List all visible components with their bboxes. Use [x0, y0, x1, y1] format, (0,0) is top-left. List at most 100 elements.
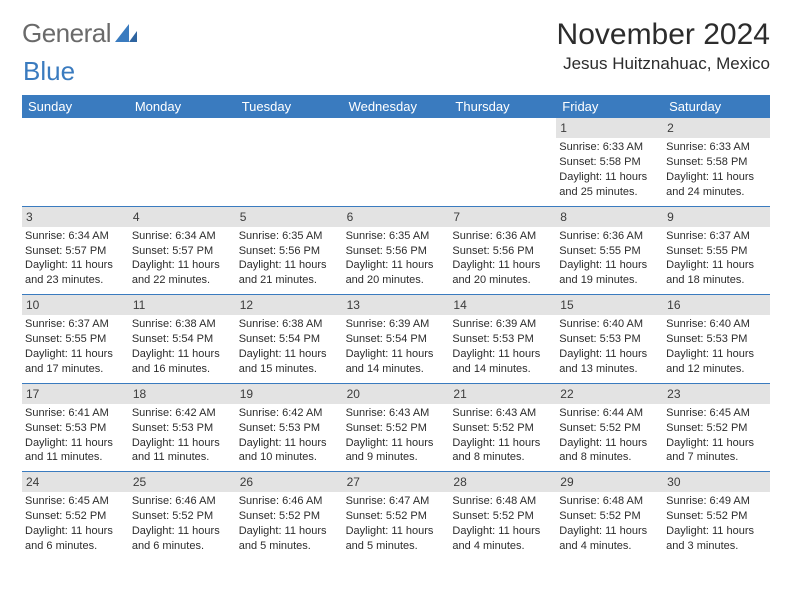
calendar-row: 10Sunrise: 6:37 AMSunset: 5:55 PMDayligh…: [22, 294, 770, 383]
calendar-cell: 26Sunrise: 6:46 AMSunset: 5:52 PMDayligh…: [236, 471, 343, 560]
daylight-text: Daylight: 11 hours and 4 minutes.: [452, 524, 553, 554]
sunrise-text: Sunrise: 6:45 AM: [25, 494, 126, 509]
sunset-text: Sunset: 5:52 PM: [25, 509, 126, 524]
daylight-text: Daylight: 11 hours and 22 minutes.: [132, 258, 233, 288]
sunset-text: Sunset: 5:52 PM: [346, 421, 447, 436]
daylight-text: Daylight: 11 hours and 24 minutes.: [666, 170, 767, 200]
sunset-text: Sunset: 5:52 PM: [666, 421, 767, 436]
calendar-cell: [129, 118, 236, 206]
day-number: 15: [556, 295, 663, 315]
sunset-text: Sunset: 5:56 PM: [239, 244, 340, 259]
daylight-text: Daylight: 11 hours and 12 minutes.: [666, 347, 767, 377]
weekday-fri: Friday: [556, 95, 663, 118]
sunrise-text: Sunrise: 6:36 AM: [452, 229, 553, 244]
calendar-cell: 12Sunrise: 6:38 AMSunset: 5:54 PMDayligh…: [236, 294, 343, 383]
sunrise-text: Sunrise: 6:35 AM: [239, 229, 340, 244]
day-number: 21: [449, 384, 556, 404]
day-number: 14: [449, 295, 556, 315]
daylight-text: Daylight: 11 hours and 8 minutes.: [452, 436, 553, 466]
sunset-text: Sunset: 5:53 PM: [452, 332, 553, 347]
sunrise-text: Sunrise: 6:43 AM: [452, 406, 553, 421]
logo-text-2: Blue: [23, 56, 75, 87]
calendar-cell: 7Sunrise: 6:36 AMSunset: 5:56 PMDaylight…: [449, 206, 556, 295]
sunset-text: Sunset: 5:52 PM: [346, 509, 447, 524]
sunrise-text: Sunrise: 6:42 AM: [132, 406, 233, 421]
calendar-cell: [22, 118, 129, 206]
calendar-cell: 11Sunrise: 6:38 AMSunset: 5:54 PMDayligh…: [129, 294, 236, 383]
sunrise-text: Sunrise: 6:46 AM: [132, 494, 233, 509]
weekday-tue: Tuesday: [236, 95, 343, 118]
sunrise-text: Sunrise: 6:48 AM: [452, 494, 553, 509]
calendar-cell: 8 Sunrise: 6:36 AMSunset: 5:55 PMDaylight…: [556, 206, 663, 295]
sunrise-text: Sunrise: 6:42 AM: [239, 406, 340, 421]
sunset-text: Sunset: 5:55 PM: [559, 244, 660, 259]
sunset-text: Sunset: 5:53 PM: [666, 332, 767, 347]
sunset-text: Sunset: 5:58 PM: [666, 155, 767, 170]
sunset-text: Sunset: 5:54 PM: [132, 332, 233, 347]
sunset-text: Sunset: 5:52 PM: [239, 509, 340, 524]
daylight-text: Daylight: 11 hours and 3 minutes.: [666, 524, 767, 554]
daylight-text: Daylight: 11 hours and 10 minutes.: [239, 436, 340, 466]
sunset-text: Sunset: 5:53 PM: [132, 421, 233, 436]
sunrise-text: Sunrise: 6:40 AM: [666, 317, 767, 332]
sunrise-text: Sunrise: 6:43 AM: [346, 406, 447, 421]
calendar-cell: 22Sunrise: 6:44 AMSunset: 5:52 PMDayligh…: [556, 383, 663, 472]
day-number: 17: [22, 384, 129, 404]
calendar-cell: 9Sunrise: 6:37 AMSunset: 5:55 PMDaylight…: [663, 206, 770, 295]
sunset-text: Sunset: 5:58 PM: [559, 155, 660, 170]
day-number: [236, 118, 343, 136]
calendar-cell: [236, 118, 343, 206]
daylight-text: Daylight: 11 hours and 19 minutes.: [559, 258, 660, 288]
calendar-cell: 2 Sunrise: 6:33 AMSunset: 5:58 PMDaylight…: [663, 118, 770, 206]
sunrise-text: Sunrise: 6:45 AM: [666, 406, 767, 421]
sunset-text: Sunset: 5:53 PM: [239, 421, 340, 436]
sunrise-text: Sunrise: 6:37 AM: [25, 317, 126, 332]
day-number: 23: [663, 384, 770, 404]
day-number: 7: [449, 207, 556, 227]
calendar-cell: 25Sunrise: 6:46 AMSunset: 5:52 PMDayligh…: [129, 471, 236, 560]
sunrise-text: Sunrise: 6:41 AM: [25, 406, 126, 421]
logo-triangle-icon: [115, 24, 137, 47]
sunset-text: Sunset: 5:54 PM: [239, 332, 340, 347]
day-number: 26: [236, 472, 343, 492]
day-number: 12: [236, 295, 343, 315]
sunrise-text: Sunrise: 6:39 AM: [452, 317, 553, 332]
calendar-cell: 20Sunrise: 6:43 AMSunset: 5:52 PMDayligh…: [343, 383, 450, 472]
day-number: 2: [663, 118, 770, 138]
calendar-cell: [343, 118, 450, 206]
daylight-text: Daylight: 11 hours and 7 minutes.: [666, 436, 767, 466]
sunrise-text: Sunrise: 6:37 AM: [666, 229, 767, 244]
sunrise-text: Sunrise: 6:33 AM: [666, 140, 767, 155]
sunset-text: Sunset: 5:55 PM: [666, 244, 767, 259]
day-number: 11: [129, 295, 236, 315]
daylight-text: Daylight: 11 hours and 14 minutes.: [452, 347, 553, 377]
day-number: 6: [343, 207, 450, 227]
sunrise-text: Sunrise: 6:36 AM: [559, 229, 660, 244]
sunset-text: Sunset: 5:53 PM: [25, 421, 126, 436]
weekday-header: Sunday Monday Tuesday Wednesday Thursday…: [22, 95, 770, 118]
calendar-cell: [449, 118, 556, 206]
day-number: 22: [556, 384, 663, 404]
calendar-cell: 18Sunrise: 6:42 AMSunset: 5:53 PMDayligh…: [129, 383, 236, 472]
calendar-cell: 6Sunrise: 6:35 AMSunset: 5:56 PMDaylight…: [343, 206, 450, 295]
title-block: November 2024 Jesus Huitznahuac, Mexico: [557, 18, 770, 74]
calendar-cell: 13Sunrise: 6:39 AMSunset: 5:54 PMDayligh…: [343, 294, 450, 383]
calendar-cell: 3Sunrise: 6:34 AMSunset: 5:57 PMDaylight…: [22, 206, 129, 295]
daylight-text: Daylight: 11 hours and 20 minutes.: [346, 258, 447, 288]
day-number: 24: [22, 472, 129, 492]
daylight-text: Daylight: 11 hours and 5 minutes.: [239, 524, 340, 554]
sunset-text: Sunset: 5:52 PM: [559, 509, 660, 524]
calendar-cell: 19Sunrise: 6:42 AMSunset: 5:53 PMDayligh…: [236, 383, 343, 472]
day-number: 29: [556, 472, 663, 492]
month-title: November 2024: [557, 18, 770, 52]
calendar-cell: 30Sunrise: 6:49 AMSunset: 5:52 PMDayligh…: [663, 471, 770, 560]
calendar-cell: 23 Sunrise: 6:45 AMSunset: 5:52 PMDayligh…: [663, 383, 770, 472]
calendar-cell: 24Sunrise: 6:45 AMSunset: 5:52 PMDayligh…: [22, 471, 129, 560]
sunset-text: Sunset: 5:52 PM: [559, 421, 660, 436]
day-number: 8: [556, 207, 663, 227]
weekday-wed: Wednesday: [343, 95, 450, 118]
calendar-cell: 10Sunrise: 6:37 AMSunset: 5:55 PMDayligh…: [22, 294, 129, 383]
calendar-cell: 5Sunrise: 6:35 AMSunset: 5:56 PMDaylight…: [236, 206, 343, 295]
daylight-text: Daylight: 11 hours and 11 minutes.: [132, 436, 233, 466]
sunrise-text: Sunrise: 6:35 AM: [346, 229, 447, 244]
